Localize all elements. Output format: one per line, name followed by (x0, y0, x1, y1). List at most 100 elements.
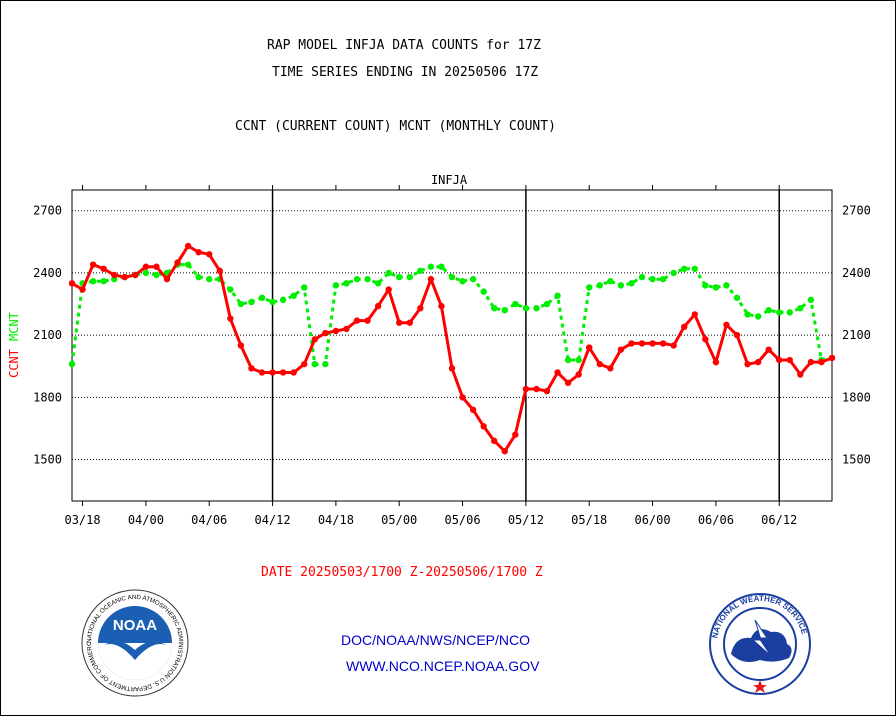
data-point-ccnt (184, 242, 192, 250)
data-point-mcnt (797, 304, 804, 312)
data-point-ccnt (659, 340, 667, 347)
page-title: RAP MODEL INFJA DATA COUNTS for 17Z (267, 38, 541, 53)
data-point-mcnt (142, 269, 150, 277)
data-point-mcnt (237, 300, 245, 308)
data-point-ccnt (818, 358, 825, 366)
data-point-mcnt (617, 282, 625, 289)
data-point-ccnt (522, 385, 530, 393)
svg-text:NOAA: NOAA (113, 617, 157, 634)
axes: 1500 1500 1800 1800 2100 2100 2400 2400 2700 2700… (33, 185, 871, 527)
x-tick-label: 05/12 (508, 513, 544, 527)
data-point-mcnt (702, 282, 709, 289)
data-point-ccnt (417, 304, 424, 312)
y-tick-label-right: 2100 (842, 328, 871, 342)
data-point-mcnt (301, 284, 308, 291)
data-point-ccnt (427, 275, 435, 283)
data-point-ccnt (564, 379, 572, 387)
data-point-mcnt (89, 278, 97, 285)
data-point-ccnt (68, 280, 76, 287)
data-point-mcnt (723, 282, 730, 289)
x-tick-label: 03/18 (64, 513, 100, 527)
data-point-ccnt (269, 369, 276, 376)
data-point-ccnt (575, 371, 582, 378)
data-point-ccnt (332, 327, 340, 335)
data-point-mcnt (100, 278, 107, 285)
data-point-mcnt (681, 265, 688, 272)
data-point-mcnt (586, 284, 593, 291)
x-tick-label: 05/06 (444, 513, 480, 527)
data-point-ccnt (691, 311, 698, 318)
data-point-ccnt (786, 356, 793, 364)
data-point-mcnt (554, 292, 561, 299)
data-point-ccnt (543, 387, 551, 395)
data-point-ccnt (480, 423, 487, 430)
data-point-ccnt (512, 431, 519, 438)
data-point-ccnt (828, 354, 836, 362)
y-tick-label-right: 2700 (842, 204, 871, 218)
data-point-ccnt (100, 265, 107, 272)
data-point-ccnt (712, 358, 720, 366)
data-point-mcnt (374, 280, 382, 287)
data-point-ccnt (459, 394, 466, 401)
data-point-ccnt (469, 406, 477, 413)
data-point-mcnt (744, 311, 751, 318)
data-point-mcnt (807, 296, 815, 304)
data-point-ccnt (754, 358, 762, 366)
data-point-mcnt (153, 271, 160, 279)
data-point-ccnt (501, 448, 508, 455)
data-point-mcnt (649, 275, 656, 283)
data-point-ccnt (638, 340, 646, 347)
data-point-mcnt (575, 356, 582, 364)
data-point-ccnt (628, 340, 635, 347)
data-point-ccnt (206, 251, 213, 258)
data-point-ccnt (258, 369, 266, 376)
data-point-ccnt (596, 360, 603, 368)
data-point-mcnt (607, 278, 614, 285)
data-point-mcnt (406, 273, 413, 281)
data-point-mcnt (754, 313, 762, 320)
x-tick-label: 05/18 (571, 513, 607, 527)
data-point-mcnt (670, 269, 677, 277)
data-point-mcnt (776, 309, 783, 316)
noaa-logo-icon: NOAA NATIONAL OCEANIC AND ATMOSPHERIC AD… (80, 588, 189, 697)
data-point-ccnt (121, 273, 128, 281)
data-point-mcnt (184, 261, 192, 268)
data-point-mcnt (279, 296, 287, 304)
data-point-ccnt (554, 369, 561, 376)
y-label-mcnt: MCNT (7, 312, 21, 341)
data-point-ccnt (607, 365, 614, 372)
date-range: DATE 20250503/1700 Z-20250506/1700 Z (261, 565, 543, 580)
data-point-ccnt (227, 315, 234, 322)
data-point-mcnt (638, 273, 646, 281)
x-tick-label: 04/00 (128, 513, 164, 527)
data-point-mcnt (712, 284, 720, 291)
nws-logo-icon: NATIONAL WEATHER SERVICE (709, 593, 811, 695)
y-axis-label-text: CCNT MCNT (7, 312, 21, 378)
data-point-mcnt (691, 265, 698, 272)
grid (72, 190, 832, 501)
data-point-ccnt (744, 360, 751, 368)
data-point-ccnt (733, 331, 741, 339)
y-tick-label-right: 1800 (842, 390, 871, 404)
data-point-ccnt (670, 342, 677, 349)
data-point-ccnt (311, 336, 318, 343)
series-layer (68, 242, 836, 455)
data-point-mcnt (396, 273, 403, 281)
data-point-ccnt (533, 385, 540, 393)
data-point-mcnt (512, 300, 519, 308)
data-point-ccnt (142, 263, 150, 270)
data-point-ccnt (649, 340, 656, 347)
x-tick-label: 04/12 (254, 513, 290, 527)
data-point-mcnt (491, 304, 498, 312)
data-point-mcnt (628, 280, 635, 287)
x-tick-label: 05/00 (381, 513, 417, 527)
data-point-mcnt (343, 280, 350, 287)
data-point-mcnt (227, 286, 234, 293)
data-point-mcnt (501, 307, 508, 314)
y-tick-label-right: 1500 (842, 453, 871, 467)
page-subtitle: TIME SERIES ENDING IN 20250506 17Z (272, 65, 539, 80)
data-point-mcnt (459, 278, 466, 285)
data-point-mcnt (332, 282, 340, 289)
data-point-ccnt (586, 344, 593, 351)
